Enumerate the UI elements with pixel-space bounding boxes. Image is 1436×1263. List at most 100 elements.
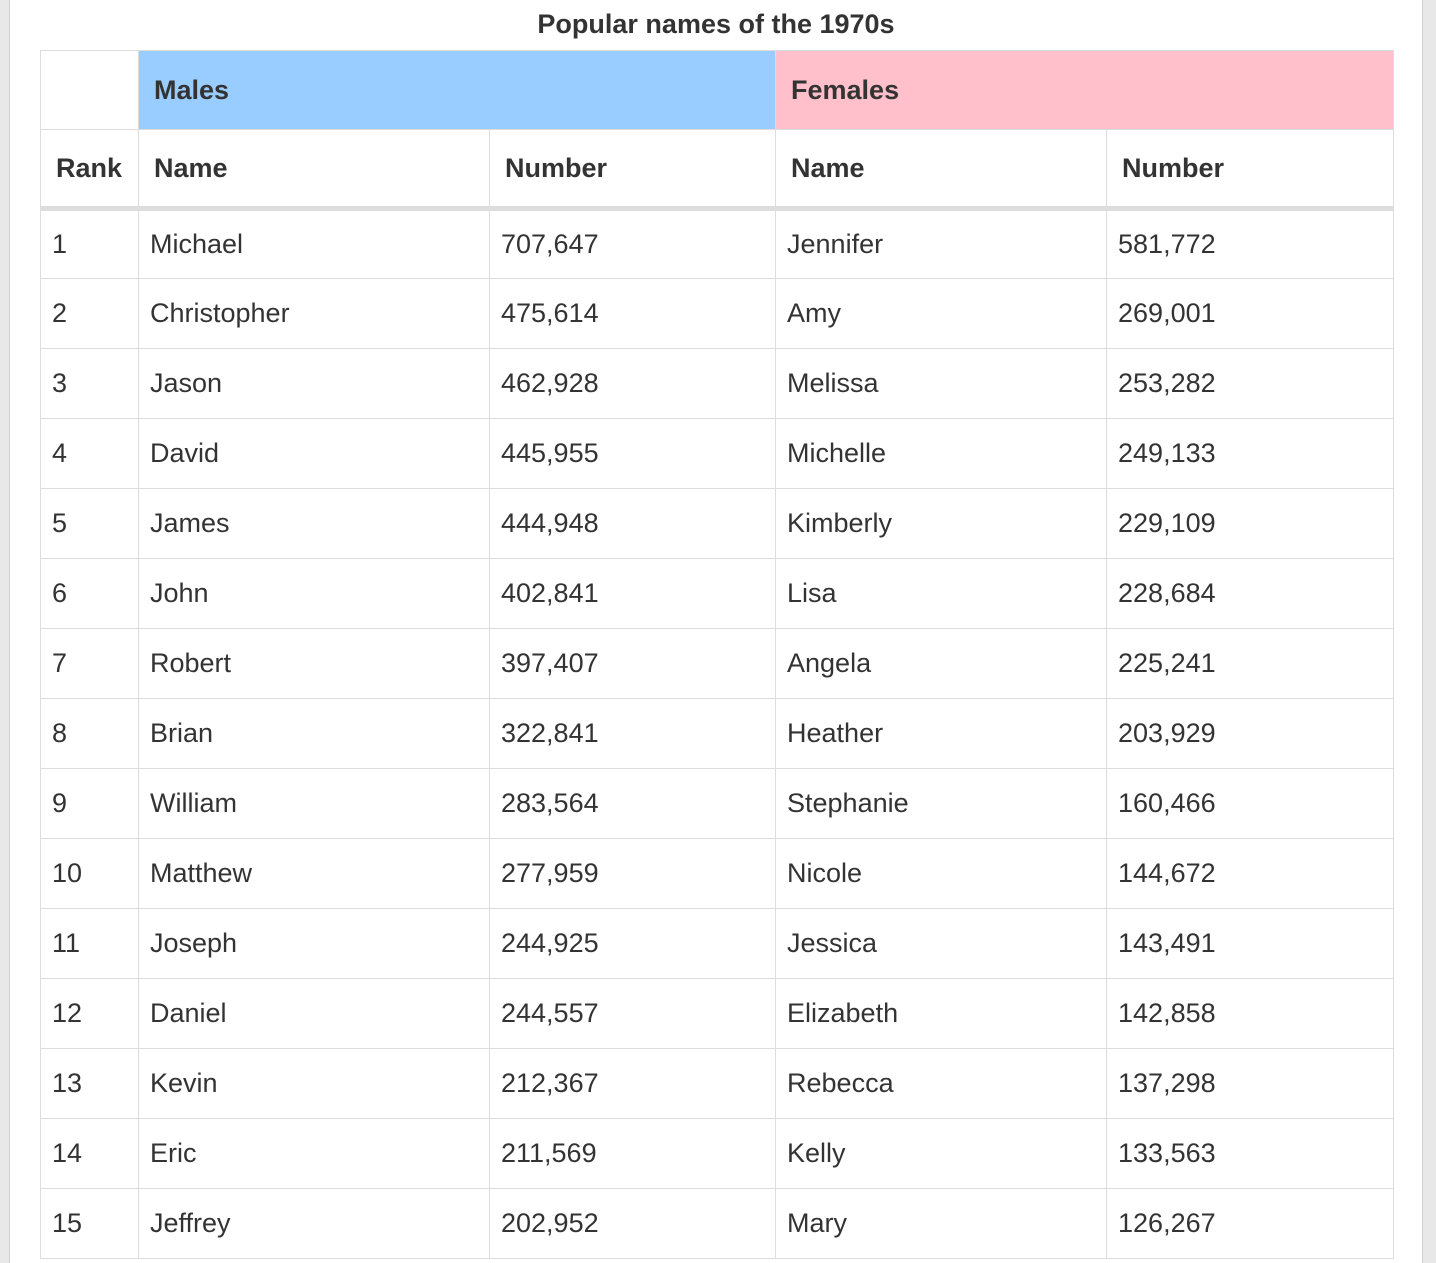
rank-cell: 9 (40, 768, 139, 839)
male-name-cell: Brian (138, 698, 490, 769)
female-number-cell: 269,001 (1106, 278, 1395, 349)
rank-cell: 4 (40, 418, 139, 489)
female-number-cell: 253,282 (1106, 348, 1395, 419)
male-name-cell: James (138, 488, 490, 559)
male-number-cell: 212,367 (488, 1048, 777, 1119)
female-number-cell: 203,929 (1106, 698, 1395, 769)
rank-cell: 2 (40, 278, 139, 349)
table-body: 1 Michael 707,647 Jennifer 581,772 2 Christoph… (40, 208, 1395, 1259)
table-row: 13 Kevin 212,367 Rebecca 137,298 (40, 1048, 1395, 1119)
male-number-column-header: Number (488, 129, 777, 211)
empty-corner-cell (40, 50, 139, 130)
table-row: 10 Matthew 277,959 Nicole 144,672 (40, 838, 1395, 909)
rank-cell: 1 (40, 208, 139, 279)
female-number-cell: 142,858 (1106, 978, 1395, 1049)
female-number-cell: 581,772 (1106, 208, 1395, 279)
rank-cell: 7 (40, 628, 139, 699)
female-number-column-header: Number (1106, 129, 1395, 211)
male-number-cell: 707,647 (488, 208, 777, 279)
rank-cell: 8 (40, 698, 139, 769)
male-name-cell: Robert (138, 628, 490, 699)
female-number-cell: 249,133 (1106, 418, 1395, 489)
female-name-cell: Jessica (775, 908, 1108, 979)
female-name-cell: Mary (775, 1188, 1108, 1259)
scrollbar-track[interactable] (1422, 0, 1436, 1263)
window-edge-left (0, 0, 10, 1263)
male-name-cell: Christopher (138, 278, 490, 349)
male-name-cell: John (138, 558, 490, 629)
table-row: 1 Michael 707,647 Jennifer 581,772 (40, 208, 1395, 279)
table-row: 5 James 444,948 Kimberly 229,109 (40, 488, 1395, 559)
rank-column-header: Rank (40, 129, 139, 211)
male-name-cell: Jeffrey (138, 1188, 490, 1259)
male-number-cell: 397,407 (488, 628, 777, 699)
male-name-cell: Kevin (138, 1048, 490, 1119)
female-name-cell: Melissa (775, 348, 1108, 419)
male-name-cell: Daniel (138, 978, 490, 1049)
rank-cell: 13 (40, 1048, 139, 1119)
rank-cell: 6 (40, 558, 139, 629)
male-name-cell: Matthew (138, 838, 490, 909)
names-table: Males Females Rank Name Number Name Numb… (40, 50, 1395, 1259)
table-row: 6 John 402,841 Lisa 228,684 (40, 558, 1395, 629)
female-number-cell: 133,563 (1106, 1118, 1395, 1189)
table-row: 14 Eric 211,569 Kelly 133,563 (40, 1118, 1395, 1189)
males-group-header: Males (137, 50, 777, 130)
male-number-cell: 475,614 (488, 278, 777, 349)
male-number-cell: 462,928 (488, 348, 777, 419)
group-header-row: Males Females (40, 50, 1395, 130)
rank-cell: 12 (40, 978, 139, 1049)
male-number-cell: 277,959 (488, 838, 777, 909)
male-number-cell: 283,564 (488, 768, 777, 839)
female-number-cell: 144,672 (1106, 838, 1395, 909)
table-row: 7 Robert 397,407 Angela 225,241 (40, 628, 1395, 699)
male-number-cell: 244,925 (488, 908, 777, 979)
female-name-cell: Kelly (775, 1118, 1108, 1189)
male-number-cell: 211,569 (488, 1118, 777, 1189)
male-number-cell: 402,841 (488, 558, 777, 629)
table-row: 8 Brian 322,841 Heather 203,929 (40, 698, 1395, 769)
male-number-cell: 445,955 (488, 418, 777, 489)
female-name-cell: Nicole (775, 838, 1108, 909)
table-caption: Popular names of the 1970s (537, 9, 895, 39)
table-row: 12 Daniel 244,557 Elizabeth 142,858 (40, 978, 1395, 1049)
male-name-cell: Michael (138, 208, 490, 279)
female-name-cell: Amy (775, 278, 1108, 349)
table-row: 4 David 445,955 Michelle 249,133 (40, 418, 1395, 489)
rank-cell: 14 (40, 1118, 139, 1189)
female-name-cell: Stephanie (775, 768, 1108, 839)
female-number-cell: 126,267 (1106, 1188, 1395, 1259)
female-number-cell: 229,109 (1106, 488, 1395, 559)
male-number-cell: 444,948 (488, 488, 777, 559)
male-name-cell: Joseph (138, 908, 490, 979)
rank-cell: 10 (40, 838, 139, 909)
female-name-cell: Heather (775, 698, 1108, 769)
female-name-cell: Kimberly (775, 488, 1108, 559)
female-number-cell: 225,241 (1106, 628, 1395, 699)
male-number-cell: 202,952 (488, 1188, 777, 1259)
females-group-header: Females (775, 50, 1395, 130)
male-name-cell: William (138, 768, 490, 839)
female-number-cell: 228,684 (1106, 558, 1395, 629)
female-number-cell: 160,466 (1106, 768, 1395, 839)
table-row: 11 Joseph 244,925 Jessica 143,491 (40, 908, 1395, 979)
female-name-cell: Rebecca (775, 1048, 1108, 1119)
table-row: 9 William 283,564 Stephanie 160,466 (40, 768, 1395, 839)
female-name-cell: Angela (775, 628, 1108, 699)
rank-cell: 15 (40, 1188, 139, 1259)
female-name-column-header: Name (775, 129, 1108, 211)
female-name-cell: Michelle (775, 418, 1108, 489)
table-row: 2 Christopher 475,614 Amy 269,001 (40, 278, 1395, 349)
male-number-cell: 322,841 (488, 698, 777, 769)
male-name-column-header: Name (138, 129, 490, 211)
male-name-cell: David (138, 418, 490, 489)
rank-cell: 3 (40, 348, 139, 419)
female-name-cell: Lisa (775, 558, 1108, 629)
male-name-cell: Jason (138, 348, 490, 419)
table-row: 3 Jason 462,928 Melissa 253,282 (40, 348, 1395, 419)
female-name-cell: Elizabeth (775, 978, 1108, 1049)
female-name-cell: Jennifer (775, 208, 1108, 279)
rank-cell: 5 (40, 488, 139, 559)
male-name-cell: Eric (138, 1118, 490, 1189)
rank-cell: 11 (40, 908, 139, 979)
